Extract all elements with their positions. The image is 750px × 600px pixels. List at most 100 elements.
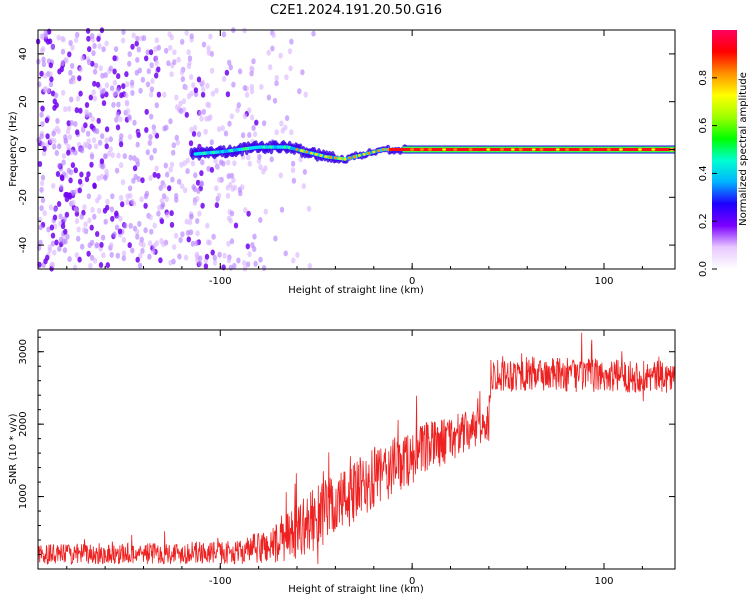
- noise-speckle: [116, 101, 121, 108]
- noise-speckle: [48, 71, 53, 78]
- noise-speckle: [105, 262, 111, 269]
- noise-speckle: [73, 206, 79, 213]
- noise-speckle: [127, 60, 132, 67]
- noise-speckle: [221, 31, 227, 38]
- noise-speckle: [90, 33, 95, 39]
- noise-speckle: [180, 38, 185, 45]
- noise-speckle: [167, 185, 172, 192]
- noise-speckle: [199, 115, 204, 122]
- noise-speckle: [125, 100, 130, 107]
- noise-speckle: [70, 162, 76, 169]
- noise-speckle: [45, 254, 50, 261]
- noise-speckle: [136, 46, 141, 53]
- signal-highlight: [353, 155, 357, 159]
- noise-speckle: [105, 198, 110, 205]
- noise-speckle: [159, 218, 165, 225]
- noise-speckle: [171, 142, 176, 149]
- noise-speckle: [86, 138, 91, 145]
- noise-speckle: [77, 256, 82, 263]
- noise-speckle: [237, 68, 243, 75]
- noise-speckle: [118, 162, 124, 169]
- noise-speckle: [169, 221, 175, 228]
- noise-speckle: [52, 138, 57, 144]
- noise-speckle: [143, 193, 149, 200]
- noise-speckle: [145, 49, 150, 56]
- noise-speckle: [61, 89, 66, 96]
- noise-speckle: [128, 154, 133, 161]
- noise-speckle: [278, 172, 283, 179]
- noise-speckle: [258, 217, 263, 223]
- noise-speckle: [86, 35, 91, 42]
- spectrogram-panel: -100 0 100 -40 -20 0 20 40 Height of straight l…: [8, 27, 676, 296]
- noise-speckle: [91, 137, 97, 144]
- noise-speckle: [214, 185, 219, 192]
- noise-speckle: [258, 164, 263, 171]
- colorbar-tick-label: 0.8: [698, 70, 709, 86]
- noise-speckle: [263, 208, 268, 215]
- noise-speckle: [273, 235, 278, 242]
- noise-speckle: [84, 111, 90, 118]
- noise-speckle: [168, 118, 173, 125]
- noise-speckle: [159, 198, 164, 204]
- noise-speckle: [218, 159, 224, 166]
- noise-speckle: [206, 165, 211, 172]
- noise-speckle: [194, 240, 199, 247]
- noise-speckle: [78, 107, 83, 114]
- noise-speckle: [249, 88, 255, 95]
- carrier-dot: [589, 148, 594, 151]
- noise-speckle: [162, 125, 167, 132]
- noise-speckle: [39, 47, 45, 54]
- noise-speckle: [195, 195, 200, 202]
- noise-speckle: [94, 242, 100, 249]
- noise-speckle: [49, 224, 55, 231]
- noise-speckle: [148, 134, 153, 140]
- signal-highlight: [319, 154, 323, 157]
- noise-speckle: [201, 86, 206, 93]
- carrier-dot: [510, 148, 515, 151]
- noise-speckle: [76, 235, 81, 242]
- noise-speckle: [92, 257, 98, 264]
- noise-speckle: [114, 210, 119, 217]
- noise-speckle: [86, 59, 92, 66]
- noise-speckle: [93, 62, 99, 69]
- noise-speckle: [92, 213, 97, 220]
- noise-speckle: [109, 251, 114, 258]
- noise-speckle: [162, 182, 167, 189]
- noise-speckle: [45, 133, 50, 140]
- noise-speckle: [181, 98, 187, 105]
- noise-speckle: [270, 45, 275, 52]
- noise-speckle: [111, 101, 116, 108]
- noise-speckle: [224, 69, 230, 76]
- noise-speckle: [97, 207, 102, 214]
- noise-speckle: [138, 252, 143, 259]
- noise-speckle: [95, 231, 100, 237]
- noise-speckle: [130, 247, 135, 254]
- noise-speckle: [39, 111, 44, 118]
- noise-speckle: [50, 44, 55, 51]
- carrier-dot: [410, 148, 415, 151]
- noise-speckle: [49, 76, 54, 83]
- noise-speckle: [177, 253, 182, 260]
- noise-speckle: [48, 204, 54, 211]
- noise-speckle: [140, 76, 146, 83]
- noise-speckle: [55, 171, 61, 177]
- noise-speckle: [263, 165, 268, 172]
- noise-speckle: [188, 74, 194, 80]
- spec-y-tick-label: 40: [18, 48, 29, 61]
- noise-speckle: [42, 210, 47, 217]
- spec-x-tick-label: -100: [209, 276, 232, 287]
- noise-speckle: [247, 160, 252, 167]
- signal-highlight: [324, 155, 328, 159]
- noise-speckle: [118, 215, 123, 222]
- signal-highlight: [329, 155, 333, 159]
- carrier-dot: [579, 148, 583, 151]
- noise-speckle: [140, 177, 145, 184]
- noise-speckle: [59, 184, 64, 191]
- noise-speckle: [137, 262, 143, 269]
- noise-speckle: [51, 130, 56, 137]
- noise-speckle: [57, 143, 62, 150]
- noise-speckle: [198, 255, 203, 262]
- noise-speckle: [179, 183, 185, 190]
- noise-speckle: [156, 172, 161, 179]
- noise-speckle: [144, 127, 149, 133]
